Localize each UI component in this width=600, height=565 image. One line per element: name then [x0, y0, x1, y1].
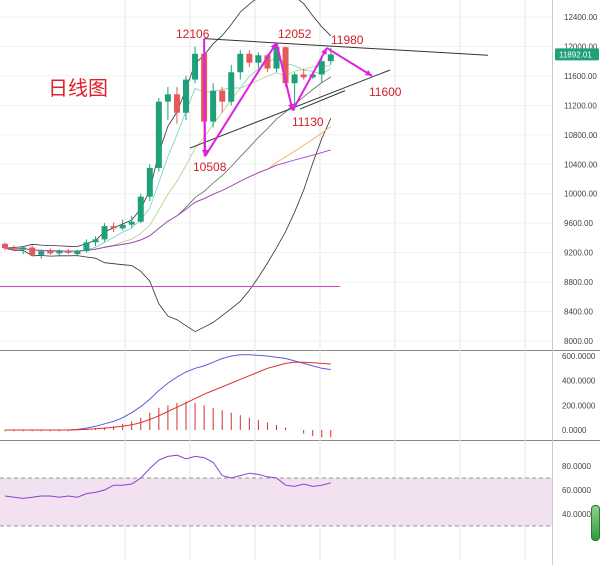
- swing-arrow: [291, 47, 328, 111]
- arrow-head: [202, 149, 209, 157]
- lower-band-line: [4, 118, 332, 333]
- resistance-trend-line: [204, 38, 489, 56]
- y-tick-label: 12400.00: [564, 13, 598, 22]
- candle-body: [92, 239, 99, 243]
- swing-arrow: [275, 42, 294, 111]
- candle-body: [291, 74, 298, 84]
- y-tick-label: 10400.00: [564, 160, 598, 169]
- candle-body: [65, 251, 72, 253]
- swing-arrow: [326, 47, 373, 77]
- macd-y-tick-label: 200.0000: [562, 401, 596, 410]
- y-tick-label: 12000.00: [564, 42, 598, 51]
- candle-body: [74, 251, 81, 255]
- y-tick-label: 9600.00: [564, 219, 593, 228]
- last-price-label: 11892.01: [559, 50, 592, 59]
- ma-line-slow: [4, 126, 332, 252]
- candle-body: [255, 55, 262, 63]
- support-trend-line: [189, 69, 391, 149]
- price-annotation: 11600: [369, 85, 402, 99]
- candle-body: [309, 74, 316, 78]
- candle-body: [183, 79, 189, 113]
- y-tick-label: 11600.00: [564, 72, 597, 81]
- y-tick-label: 10000.00: [564, 190, 598, 199]
- chart-title: 日线图: [48, 76, 108, 100]
- price-annotation: 10508: [193, 160, 227, 174]
- y-tick-label: 8400.00: [564, 308, 593, 317]
- candle-body: [300, 74, 307, 78]
- panel-scroll-handle[interactable]: [591, 505, 600, 541]
- candle-body: [56, 251, 63, 254]
- candle-body: [164, 94, 171, 102]
- macd-y-tick-label: 0.0000: [562, 426, 587, 435]
- price-annotation: 12106: [176, 27, 210, 41]
- candle-body: [327, 54, 334, 62]
- candle-body: [110, 226, 117, 229]
- candle-body: [155, 101, 162, 168]
- rsi-y-tick-label: 40.0000: [562, 510, 591, 519]
- y-tick-label: 10800.00: [564, 131, 598, 140]
- rsi-y-tick-label: 60.0000: [562, 486, 591, 495]
- rsi-y-tick-label: 80.0000: [562, 462, 591, 471]
- last-price-tag: [555, 48, 599, 61]
- price-annotation: 11980: [331, 33, 364, 47]
- candle-body: [237, 53, 244, 73]
- candle-body: [282, 47, 289, 84]
- arrow-head: [270, 42, 277, 50]
- swing-arrow: [204, 42, 278, 157]
- swing-arrow: [203, 38, 207, 157]
- candle-body: [11, 248, 18, 250]
- candle-body: [20, 247, 27, 250]
- candle-body: [83, 242, 90, 252]
- candle-body: [273, 47, 280, 69]
- candle-body: [119, 224, 126, 229]
- arrow-head: [321, 47, 327, 55]
- arrow-head: [365, 70, 372, 76]
- price-annotation: 11130: [292, 115, 324, 129]
- price-annotation: 12052: [278, 27, 312, 41]
- rsi-line: [4, 454, 331, 499]
- y-tick-label: 8000.00: [564, 337, 593, 346]
- macd-y-tick-label: 600.0000: [562, 352, 596, 361]
- candle-body: [137, 196, 144, 222]
- support-trend-line: [299, 90, 346, 110]
- candle-body: [173, 94, 180, 113]
- candle-body: [192, 53, 199, 80]
- upper-band-line: [4, 0, 332, 249]
- candle-body: [38, 251, 45, 255]
- arrow-head: [288, 103, 295, 111]
- candle-body: [29, 247, 36, 255]
- ma-line-long: [4, 149, 331, 252]
- rsi-band: [0, 478, 552, 526]
- candle-body: [128, 221, 135, 225]
- candle-body: [210, 90, 217, 122]
- macd-line: [5, 361, 331, 431]
- y-tick-label: 11200.00: [564, 101, 597, 110]
- candle-body: [264, 55, 271, 69]
- candle-body: [219, 90, 226, 102]
- y-tick-label: 9200.00: [564, 249, 593, 258]
- candle-body: [47, 251, 54, 254]
- macd-y-tick-label: 400.0000: [562, 377, 596, 386]
- y-tick-label: 8800.00: [564, 278, 593, 287]
- candle-body: [2, 243, 8, 249]
- candle-body: [101, 226, 108, 240]
- candle-body: [228, 72, 235, 102]
- candle-body: [146, 167, 153, 197]
- candle-body: [246, 53, 253, 63]
- candle-body: [318, 61, 325, 75]
